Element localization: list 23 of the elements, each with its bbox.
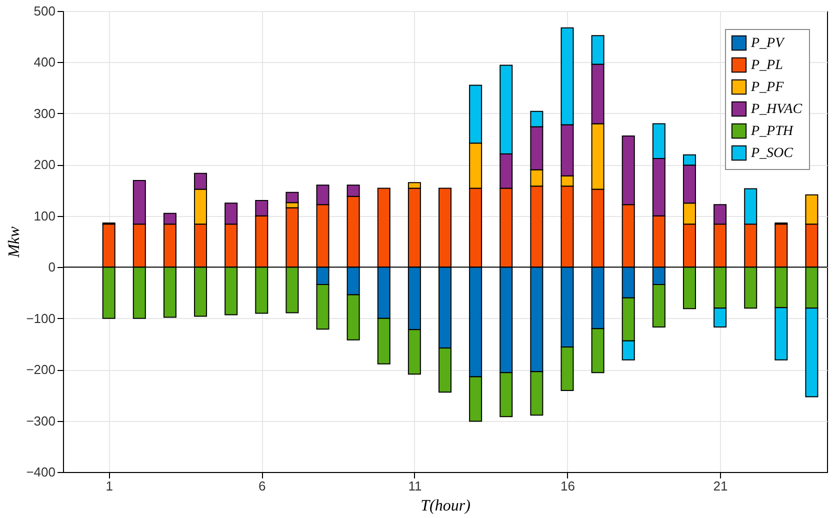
legend-label: P_PTH	[750, 124, 794, 139]
legend-label: P_PL	[750, 58, 784, 73]
y-tick-label: −300	[26, 413, 56, 428]
y-tick-label: −400	[26, 464, 56, 480]
y-tick-label: −200	[26, 362, 56, 378]
x-tick-label: 16	[560, 478, 575, 494]
y-tick-label: 200	[34, 157, 56, 172]
x-tick-label: 6	[258, 478, 266, 494]
y-tick-label: 300	[34, 106, 56, 121]
y-tick-label: 0	[48, 260, 56, 275]
legend-label: P_PV	[750, 36, 786, 51]
x-tick-label: 21	[713, 478, 728, 494]
y-tick-label: 400	[34, 54, 56, 70]
x-tick-label: 11	[408, 478, 422, 494]
x-axis-title: T(hour)	[420, 498, 470, 514]
y-tick-label: −100	[26, 310, 56, 326]
legend-label: P_PF	[750, 80, 784, 95]
x-tick-label: 1	[106, 478, 113, 494]
legend-label: P_SOC	[750, 146, 794, 161]
y-tick-label: 500	[34, 4, 56, 18]
y-axis-title: Mkw	[6, 226, 24, 259]
legend-label: P_HVAC	[750, 102, 803, 117]
y-tick-label: 100	[34, 208, 56, 224]
